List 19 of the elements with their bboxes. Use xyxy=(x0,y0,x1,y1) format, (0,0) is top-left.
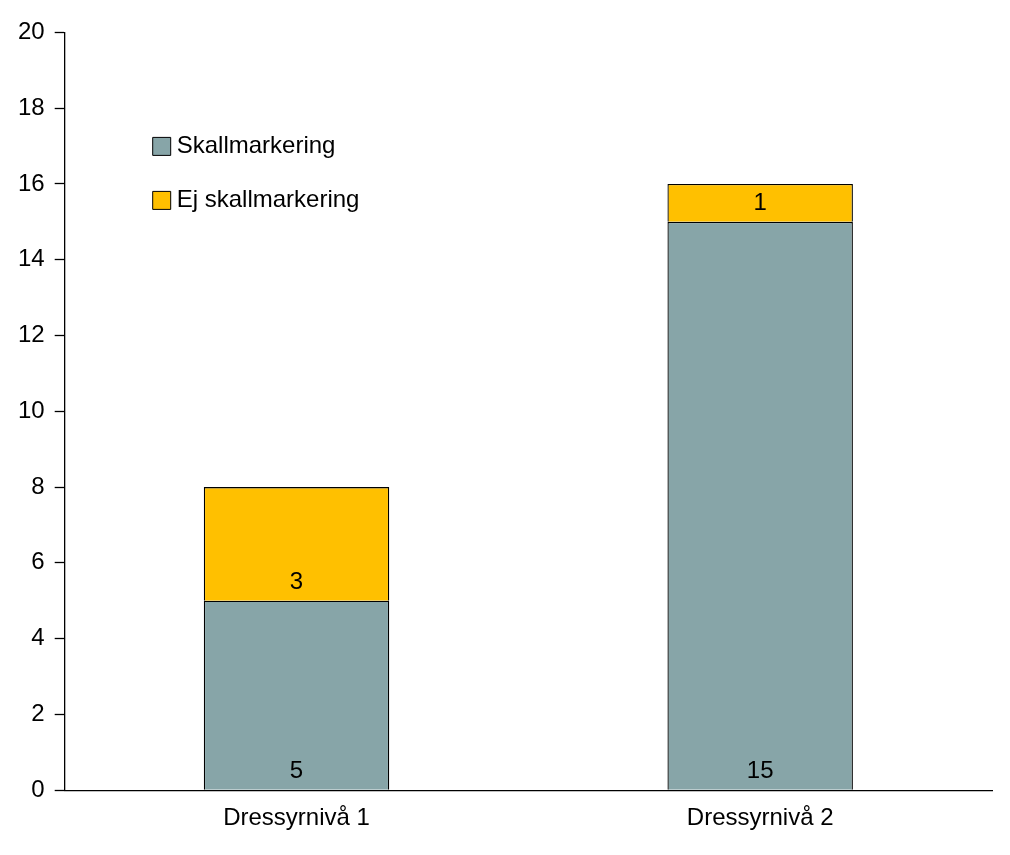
legend-label: Ej skallmarkering xyxy=(176,185,360,213)
y-tick-label: 16 xyxy=(17,168,45,196)
data-label: 15 xyxy=(746,756,774,784)
y-tick-label: 10 xyxy=(17,395,45,423)
y-tick-label: 2 xyxy=(31,699,45,727)
data-label: 3 xyxy=(289,567,304,595)
y-tick-label: 18 xyxy=(17,92,45,120)
y-tick-label: 12 xyxy=(17,320,45,348)
x-tick-label: Dressyrnivå 2 xyxy=(686,803,834,831)
y-tick-label: 4 xyxy=(31,623,45,651)
legend-label: Skallmarkering xyxy=(176,131,336,159)
y-tick-label: 6 xyxy=(31,547,45,575)
y-tick-label: 14 xyxy=(17,244,45,272)
y-tick-label: 8 xyxy=(31,471,45,499)
data-label: 1 xyxy=(753,188,767,216)
y-tick-label: 0 xyxy=(31,774,45,802)
y-tick-label: 20 xyxy=(17,17,45,45)
x-tick-label: Dressyrnivå 1 xyxy=(223,803,370,831)
data-label: 5 xyxy=(289,756,304,784)
